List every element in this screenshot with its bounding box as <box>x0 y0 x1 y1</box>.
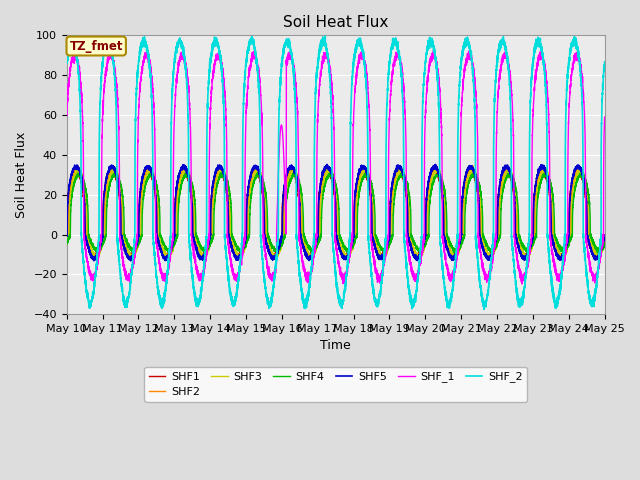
Y-axis label: Soil Heat Flux: Soil Heat Flux <box>15 132 28 218</box>
SHF5 <box>323 161 331 167</box>
Title: Soil Heat Flux: Soil Heat Flux <box>283 15 388 30</box>
SHF_1 <box>317 65 325 71</box>
X-axis label: Time: Time <box>321 339 351 352</box>
SHF5 <box>572 166 579 172</box>
SHF5 <box>601 233 609 239</box>
SHF1 <box>579 174 586 180</box>
SHF2 <box>469 163 477 169</box>
SHF2 <box>579 168 586 174</box>
SHF3 <box>456 244 464 250</box>
SHF4 <box>601 240 609 246</box>
SHF_2 <box>601 59 609 65</box>
SHF1 <box>572 171 579 177</box>
SHF1 <box>472 175 479 181</box>
SHF1 <box>317 179 325 184</box>
SHF2 <box>317 186 325 192</box>
SHF2 <box>456 243 464 249</box>
SHF5 <box>456 236 464 242</box>
SHF3 <box>471 170 479 176</box>
SHF5 <box>579 169 586 175</box>
SHF_1 <box>579 73 586 79</box>
SHF_1 <box>502 46 509 52</box>
SHF1 <box>71 165 79 171</box>
SHF_2 <box>480 306 488 312</box>
Line: SHF_2: SHF_2 <box>67 36 605 309</box>
SHF_2 <box>246 42 253 48</box>
SHF_2 <box>317 37 325 43</box>
SHF_1 <box>518 281 526 287</box>
SHF4 <box>399 169 406 175</box>
SHF1 <box>63 231 70 237</box>
SHF1 <box>456 235 464 241</box>
SHF3 <box>486 257 494 263</box>
SHF_1 <box>572 55 579 60</box>
SHF3 <box>572 175 579 181</box>
SHF4 <box>572 183 579 189</box>
SHF5 <box>246 178 253 184</box>
SHF4 <box>63 241 70 247</box>
Line: SHF2: SHF2 <box>67 166 605 259</box>
SHF4 <box>472 172 479 178</box>
SHF3 <box>579 169 586 175</box>
SHF_2 <box>579 104 586 109</box>
SHF2 <box>451 256 458 262</box>
SHF5 <box>127 258 134 264</box>
SHF2 <box>63 237 70 243</box>
SHF_1 <box>601 114 609 120</box>
SHF4 <box>417 250 425 256</box>
Line: SHF4: SHF4 <box>67 172 605 253</box>
SHF3 <box>246 196 253 202</box>
SHF1 <box>601 232 609 238</box>
SHF3 <box>253 166 261 171</box>
SHF3 <box>63 240 70 246</box>
SHF2 <box>601 238 609 243</box>
SHF_2 <box>572 42 579 48</box>
SHF_1 <box>471 81 479 86</box>
SHF3 <box>601 240 609 246</box>
Line: SHF3: SHF3 <box>67 168 605 260</box>
SHF_2 <box>321 33 329 39</box>
SHF_2 <box>471 128 479 134</box>
SHF_2 <box>456 72 464 78</box>
SHF4 <box>456 244 464 250</box>
SHF4 <box>317 231 325 237</box>
SHF_2 <box>63 59 70 65</box>
SHF_1 <box>63 112 70 118</box>
SHF5 <box>472 174 479 180</box>
Legend: SHF1, SHF2, SHF3, SHF4, SHF5, SHF_1, SHF_2: SHF1, SHF2, SHF3, SHF4, SHF5, SHF_1, SHF… <box>145 367 527 402</box>
Line: SHF_1: SHF_1 <box>67 49 605 284</box>
SHF2 <box>572 171 579 177</box>
SHF1 <box>246 180 253 185</box>
SHF5 <box>63 233 70 239</box>
SHF4 <box>246 231 253 237</box>
Line: SHF1: SHF1 <box>67 168 605 259</box>
SHF_1 <box>456 232 464 238</box>
SHF_1 <box>246 65 253 71</box>
SHF5 <box>317 176 325 181</box>
SHF2 <box>246 185 253 191</box>
SHF3 <box>317 195 325 201</box>
SHF4 <box>579 171 586 177</box>
Text: TZ_fmet: TZ_fmet <box>70 39 123 52</box>
Line: SHF5: SHF5 <box>67 164 605 261</box>
SHF2 <box>472 172 479 178</box>
SHF1 <box>447 256 455 262</box>
